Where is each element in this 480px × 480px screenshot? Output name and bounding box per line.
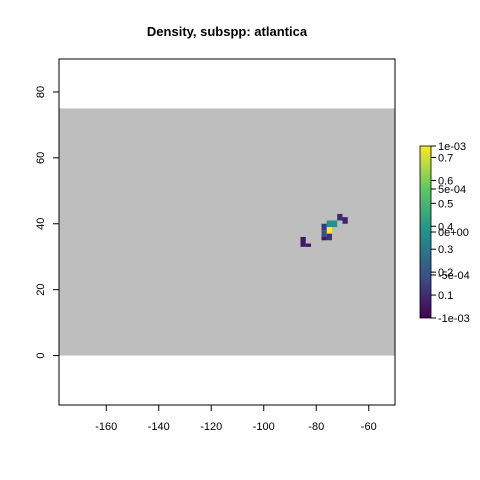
x-tick-label: -100: [253, 421, 275, 433]
x-tick-label: -140: [148, 421, 170, 433]
raster-background: [59, 108, 395, 356]
density-cell: [326, 220, 338, 228]
colorbar-tick-label: 0.2: [438, 267, 453, 279]
density-cell: [326, 233, 332, 241]
colorbar-legend: 0.1 0.2 0.3 0.4 0.5 0.6 0.7 -1e-03 -5e-04 0e+00 5e…: [419, 141, 470, 325]
colorbar-tick-label: 0.6: [438, 175, 453, 187]
colorbar-tick-label: 1e-03: [438, 141, 466, 153]
y-tick-label: 60: [35, 152, 47, 164]
density-cell: [321, 223, 327, 231]
density-cell: [326, 227, 332, 234]
x-tick-label: -160: [95, 421, 117, 433]
colorbar-tick-label: 0.5: [438, 198, 453, 210]
density-cell: [342, 217, 348, 224]
density-cell: [305, 243, 311, 247]
y-tick-label: 40: [35, 218, 47, 230]
x-tick-label: -80: [308, 421, 324, 433]
x-tick-label: -60: [361, 421, 377, 433]
y-tick-label: 0: [35, 353, 47, 359]
density-cell: [300, 236, 306, 247]
colorbar-tick-label: 0.4: [438, 221, 453, 233]
colorbar-tick-label: 0e+00: [438, 227, 469, 239]
y-tick-label: 80: [35, 86, 47, 98]
y-tick-label: 20: [35, 284, 47, 296]
density-cell: [321, 236, 327, 241]
colorbar-tick-label: 0.7: [438, 152, 453, 164]
colorbar-tick-label: -1e-03: [438, 313, 470, 325]
density-cell: [321, 230, 327, 241]
chart-title: Density, subspp: atlantica: [147, 24, 308, 39]
colorbar-tick-label: 0.1: [438, 290, 453, 302]
x-axis: -160 -140 -120 -100 -80 -60: [95, 404, 377, 433]
colorbar-tick-label: 0.3: [438, 244, 453, 256]
colorbar-tick-label: -5e-04: [438, 270, 470, 282]
x-tick-label: -120: [200, 421, 222, 433]
density-cell: [337, 213, 343, 221]
y-axis: 0 20 40 60 80: [35, 86, 60, 359]
density-cells: [300, 213, 348, 247]
colorbar-tick-label: 5e-04: [438, 184, 466, 196]
colorbar: [419, 145, 432, 319]
